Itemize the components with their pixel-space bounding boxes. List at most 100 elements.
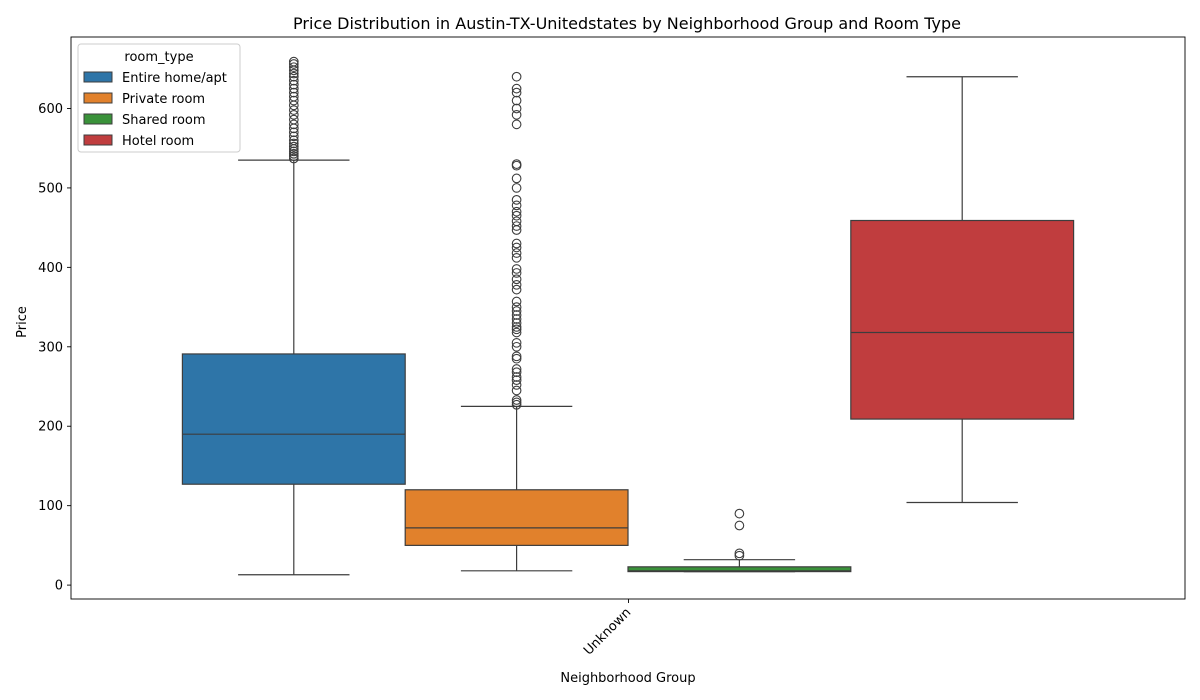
outlier-point — [511, 327, 522, 338]
outlier-point — [511, 242, 522, 253]
outlier-point — [734, 508, 745, 519]
outlier-point — [288, 87, 299, 98]
box-shared-room — [627, 508, 852, 573]
x-axis-label: Neighborhood Group — [560, 671, 695, 686]
outlier-point — [511, 268, 522, 278]
outlier-point — [288, 141, 299, 152]
outlier-point — [511, 337, 522, 348]
outlier-point — [511, 200, 522, 211]
outlier-point — [288, 131, 299, 142]
outlier-point — [511, 353, 522, 364]
outlier-point — [511, 364, 522, 374]
outlier-point — [288, 138, 299, 149]
outlier-point — [511, 380, 522, 390]
outlier-point — [288, 146, 299, 157]
outlier-point — [511, 221, 522, 231]
outlier-point — [511, 351, 522, 362]
outlier-point — [511, 397, 522, 408]
outlier-point — [734, 550, 745, 561]
y-tick-label: 300 — [38, 340, 63, 355]
outlier-point — [288, 59, 299, 69]
outlier-point — [288, 109, 299, 120]
outlier-point — [511, 83, 522, 94]
outlier-point — [288, 62, 299, 73]
outlier-point — [511, 206, 522, 217]
legend-swatch — [83, 71, 113, 83]
box-private-room — [404, 71, 629, 572]
outlier-point — [511, 252, 522, 263]
outlier-point — [288, 68, 299, 79]
legend-label: Hotel room — [122, 134, 194, 149]
box-hotel-room — [850, 76, 1075, 504]
outlier-point — [511, 194, 522, 205]
iqr-box — [404, 489, 629, 546]
outlier-point — [511, 296, 522, 307]
y-axis-label: Price — [15, 306, 30, 338]
outlier-point — [511, 367, 522, 378]
outlier-point — [288, 91, 299, 102]
outlier-point — [511, 395, 522, 405]
plot-area — [70, 36, 1186, 600]
legend-label: Entire home/apt — [122, 71, 227, 86]
outlier-point — [734, 520, 745, 531]
outlier-point — [511, 385, 522, 396]
outlier-point — [511, 95, 522, 106]
outlier-point — [288, 75, 299, 86]
outlier-point — [511, 264, 522, 274]
outlier-point — [511, 341, 522, 352]
outlier-point — [511, 274, 522, 285]
outlier-point — [288, 83, 299, 94]
outlier-point — [288, 79, 299, 90]
outlier-point — [511, 314, 522, 324]
iqr-box — [850, 219, 1075, 420]
legend-label: Shared room — [122, 113, 206, 128]
y-axis: 0 100 200 300 400 500 600 — [38, 102, 71, 594]
legend-swatch — [83, 92, 113, 104]
outlier-point — [511, 318, 522, 328]
outlier-point — [511, 375, 522, 386]
outlier-point — [288, 148, 299, 159]
outlier-point — [511, 306, 522, 316]
outlier-point — [511, 310, 522, 320]
x-axis: Unknown — [581, 599, 634, 659]
outlier-point — [511, 109, 522, 120]
outlier-point — [511, 284, 522, 295]
outlier-point — [288, 153, 299, 164]
y-tick-label: 400 — [38, 261, 63, 276]
outlier-point — [288, 135, 299, 146]
outlier-point — [511, 238, 522, 249]
outlier-point — [288, 119, 299, 130]
y-tick-label: 600 — [38, 102, 63, 117]
outlier-point — [511, 159, 522, 169]
legend: room_type Entire home/apt Private room Shar… — [77, 43, 241, 153]
outlier-point — [511, 399, 522, 410]
boxes — [181, 56, 1075, 576]
outlier-point — [288, 56, 299, 67]
outlier-point — [288, 114, 299, 125]
y-tick-label: 100 — [38, 499, 63, 514]
outlier-point — [288, 127, 299, 138]
legend-title: room_type — [124, 50, 193, 65]
iqr-box — [181, 353, 406, 485]
outlier-point — [511, 210, 522, 221]
outlier-point — [511, 324, 522, 335]
outlier-point — [511, 173, 522, 184]
outlier-point — [511, 302, 522, 312]
outlier-point — [288, 151, 299, 162]
iqr-box — [627, 566, 852, 573]
outlier-point — [511, 322, 522, 332]
x-tick-label: Unknown — [581, 605, 634, 658]
legend-frame — [77, 43, 241, 153]
outlier-point — [288, 71, 299, 82]
outlier-point — [511, 103, 522, 114]
outlier-point — [511, 372, 522, 382]
outlier-point — [511, 216, 522, 227]
y-tick-label: 0 — [55, 579, 63, 594]
outlier-point — [511, 183, 522, 193]
outlier-point — [511, 71, 522, 82]
outlier-point — [734, 548, 745, 559]
chart-title: Price Distribution in Austin-TX-Unitedst… — [293, 14, 961, 33]
outlier-point — [511, 87, 522, 98]
legend-swatch — [83, 134, 113, 146]
